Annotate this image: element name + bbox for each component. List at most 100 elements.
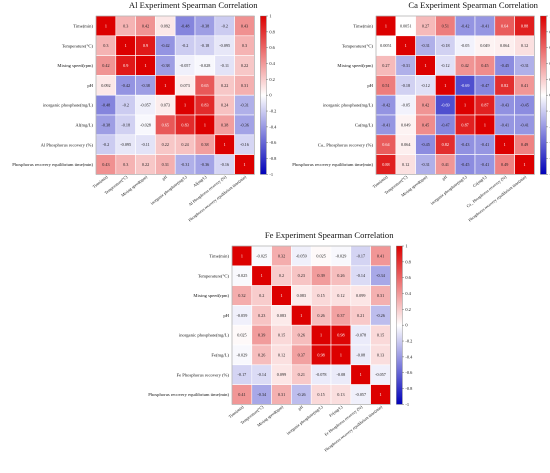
al-col-label-3: pH xyxy=(161,174,168,181)
al-colorbar-label-9: -0.8 xyxy=(269,156,277,161)
ca-frame xyxy=(375,15,535,175)
al-cell-label-5-6: 0.38 xyxy=(221,122,228,127)
ca-cell-label-0-7: 0.88 xyxy=(521,23,528,28)
al-cell-label-6-1: -0.095 xyxy=(120,142,131,147)
al-cell-label-7-7: 1 xyxy=(243,162,245,167)
al-cell-label-1-1: 1 xyxy=(125,43,127,48)
ca-cell-label-7-1: 0.12 xyxy=(402,162,409,167)
al-cell-label-3-6: 0.22 xyxy=(221,83,228,88)
fe-row-label-5: Fe(mg/L) xyxy=(211,353,229,358)
fe-cell-label-3-5: 0.37 xyxy=(337,313,344,318)
al-cell-label-3-3: 1 xyxy=(164,83,166,88)
al-cell-label-0-5: -0.38 xyxy=(201,23,210,28)
fe-cell-label-1-3: 0.23 xyxy=(298,273,305,278)
ca-cell-label-5-5: 1 xyxy=(484,122,486,127)
ca-cell-label-4-2: 0.42 xyxy=(422,103,429,108)
ca-row-label-5: Ca(mg/L) xyxy=(355,123,374,128)
al-cell-label-0-1: 0.3 xyxy=(123,23,128,28)
fe-cell-label-2-2: 1 xyxy=(280,293,282,298)
ca-row-label-6: Ca_ Phosphorus recovery (%) xyxy=(318,142,374,147)
al-chart-title: Al Experiment Spearman Correlation xyxy=(129,0,258,10)
ca-cell-label-6-7: 0.49 xyxy=(521,142,528,147)
ca-cell-label-6-1: 0.064 xyxy=(401,142,411,147)
fe-row-label-0: Time(min) xyxy=(209,254,229,259)
fe-cell-label-5-7: 0.13 xyxy=(377,352,384,357)
ca-cell-label-4-4: 1 xyxy=(464,103,466,108)
fe-cell-label-5-2: 0.12 xyxy=(278,352,285,357)
al-cell-label-4-1: -0.2 xyxy=(122,103,129,108)
fe-col-label-3: pH xyxy=(297,404,304,411)
al-cell-label-2-3: -0.38 xyxy=(161,63,170,68)
fe-cell-label-0-3: -0.059 xyxy=(296,253,307,258)
al-row-label-4: inorganic phosphate(mg/L) xyxy=(43,103,94,108)
fe-colorbar-label-7: -0.4 xyxy=(405,354,413,359)
ca-cell-label-7-6: 0.49 xyxy=(501,162,508,167)
fe-cell-label-3-2: 0.083 xyxy=(277,313,286,318)
al-cell-label-0-0: 1 xyxy=(105,23,107,28)
al-colorbar-label-10: -1 xyxy=(269,172,273,177)
al-colorbar-label-7: -0.4 xyxy=(269,124,277,129)
al-cell-label-1-2: 0.9 xyxy=(143,43,148,48)
fe-cell-label-1-4: 0.39 xyxy=(317,273,324,278)
al-colorbar-label-2: 0.6 xyxy=(269,45,275,50)
ca-cell-label-4-1: -0.05 xyxy=(401,103,410,108)
fe-cell-label-6-3: 0.21 xyxy=(298,372,305,377)
fe-row-label-6: Fe Phosphorus recovery (%) xyxy=(177,372,230,377)
al-row-label-1: Temperature(°C) xyxy=(62,43,94,48)
fe-col-label-0: Time(min) xyxy=(228,404,245,419)
fe-cell-label-0-0: 1 xyxy=(241,253,243,258)
al-cell-label-7-5: -0.36 xyxy=(201,162,210,167)
al-cell-label-7-3: 0.31 xyxy=(162,162,169,167)
ca-cell-label-4-3: -0.69 xyxy=(441,103,450,108)
fe-row-label-3: pH xyxy=(223,313,229,318)
al-cell-label-4-5: 0.83 xyxy=(201,103,208,108)
al-cell-label-7-0: 0.43 xyxy=(102,162,109,167)
ca-cell-label-2-7: -0.31 xyxy=(520,63,529,68)
fe-cell-label-6-7: -0.057 xyxy=(375,372,386,377)
fe-colorbar-label-0: 1 xyxy=(405,244,407,249)
al-cell-label-4-4: 1 xyxy=(184,103,186,108)
fe-cell-label-4-1: 0.39 xyxy=(258,333,265,338)
ca-cell-label-2-0: 0.27 xyxy=(382,63,389,68)
fe-cell-label-1-5: 0.26 xyxy=(337,273,344,278)
fe-cell-label-7-0: 0.41 xyxy=(238,392,245,397)
al-cell-label-1-4: -0.2 xyxy=(182,43,189,48)
ca-cell-label-4-5: 0.87 xyxy=(481,103,488,108)
fe-row-label-2: Mixing speed(rpm) xyxy=(193,293,229,298)
fe-cell-label-3-4: 0.26 xyxy=(317,313,324,318)
ca-cell-label-0-6: 0.64 xyxy=(501,23,509,28)
fe-cell-label-1-6: -0.14 xyxy=(356,273,366,278)
ca-col-label-4: inorganic phosphate(mg/L) xyxy=(429,174,468,206)
al-cell-label-5-2: -0.028 xyxy=(140,122,151,127)
ca-cell-label-3-4: -0.69 xyxy=(461,83,470,88)
al-cell-label-6-0: -0.2 xyxy=(103,142,110,147)
al-col-label-4: inorganic phosphate(mg/L) xyxy=(149,174,188,206)
fe-cell-label-7-4: 0.15 xyxy=(317,392,324,397)
al-cell-label-4-0: -0.48 xyxy=(102,103,111,108)
al-cell-label-5-0: -0.38 xyxy=(102,122,111,127)
al-cell-label-5-1: -0.18 xyxy=(121,122,130,127)
fe-colorbar-label-3: 0.4 xyxy=(405,291,411,296)
ca-heatmap: Ca Experiment Spearman Correlation 1 0.005… xyxy=(292,0,550,222)
al-cell-label-5-7: -0.36 xyxy=(240,122,249,127)
ca-cell-label-6-5: -0.41 xyxy=(481,142,490,147)
fe-cell-label-1-1: 1 xyxy=(261,273,263,278)
fe-cell-label-1-2: 0.2 xyxy=(279,273,284,278)
ca-cell-label-2-3: -0.12 xyxy=(441,63,450,68)
fe-cell-label-6-2: 0.099 xyxy=(277,372,286,377)
al-col-label-0: Time(min) xyxy=(92,174,109,189)
ca-cell-label-7-3: 0.41 xyxy=(442,162,449,167)
fe-cell-label-3-6: 0.21 xyxy=(357,313,364,318)
fe-cell-label-2-3: 0.083 xyxy=(297,293,306,298)
ca-cell-label-1-0: 0.0051 xyxy=(380,43,392,48)
fe-heatmap: Fe Experiment Spearman Correlation 1 -0.02… xyxy=(148,230,413,452)
ca-cell-label-7-7: 1 xyxy=(523,162,525,167)
fe-frame xyxy=(231,245,391,405)
ca-cell-label-5-0: -0.41 xyxy=(382,122,391,127)
fe-cell-label-6-6: 1 xyxy=(360,372,362,377)
fe-cell-label-0-1: -0.025 xyxy=(256,253,267,258)
al-col-label-5: Al(mg/L) xyxy=(192,174,208,188)
al-cell-label-0-6: -0.2 xyxy=(221,23,228,28)
al-cell-label-5-3: 0.65 xyxy=(162,122,169,127)
fe-cell-label-4-3: 0.26 xyxy=(298,333,305,338)
